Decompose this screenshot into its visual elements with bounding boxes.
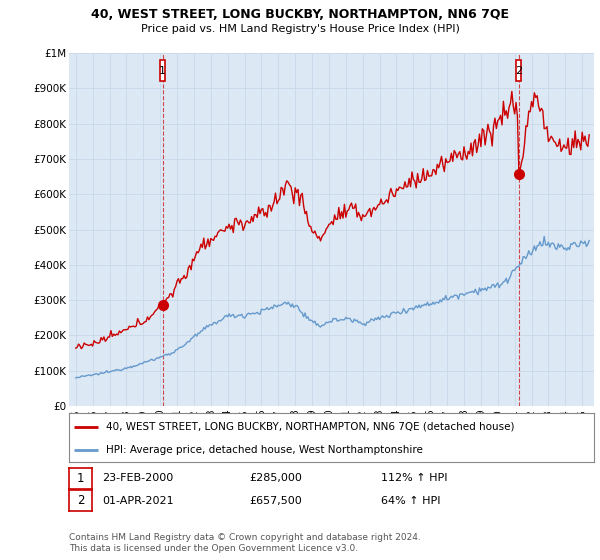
Text: £657,500: £657,500 [249,496,302,506]
FancyBboxPatch shape [517,60,521,81]
Text: HPI: Average price, detached house, West Northamptonshire: HPI: Average price, detached house, West… [106,445,422,455]
Text: 23-FEB-2000: 23-FEB-2000 [102,473,173,483]
Text: 2: 2 [515,66,523,76]
Text: £285,000: £285,000 [249,473,302,483]
Text: 64% ↑ HPI: 64% ↑ HPI [381,496,440,506]
Text: 1: 1 [159,66,166,76]
Text: 40, WEST STREET, LONG BUCKBY, NORTHAMPTON, NN6 7QE (detached house): 40, WEST STREET, LONG BUCKBY, NORTHAMPTO… [106,422,514,432]
Text: 40, WEST STREET, LONG BUCKBY, NORTHAMPTON, NN6 7QE: 40, WEST STREET, LONG BUCKBY, NORTHAMPTO… [91,8,509,21]
Text: 2: 2 [77,494,84,507]
Text: 1: 1 [77,472,84,485]
Text: 112% ↑ HPI: 112% ↑ HPI [381,473,448,483]
Text: Contains HM Land Registry data © Crown copyright and database right 2024.
This d: Contains HM Land Registry data © Crown c… [69,533,421,553]
FancyBboxPatch shape [160,60,165,81]
Text: 01-APR-2021: 01-APR-2021 [102,496,173,506]
Text: Price paid vs. HM Land Registry's House Price Index (HPI): Price paid vs. HM Land Registry's House … [140,24,460,34]
